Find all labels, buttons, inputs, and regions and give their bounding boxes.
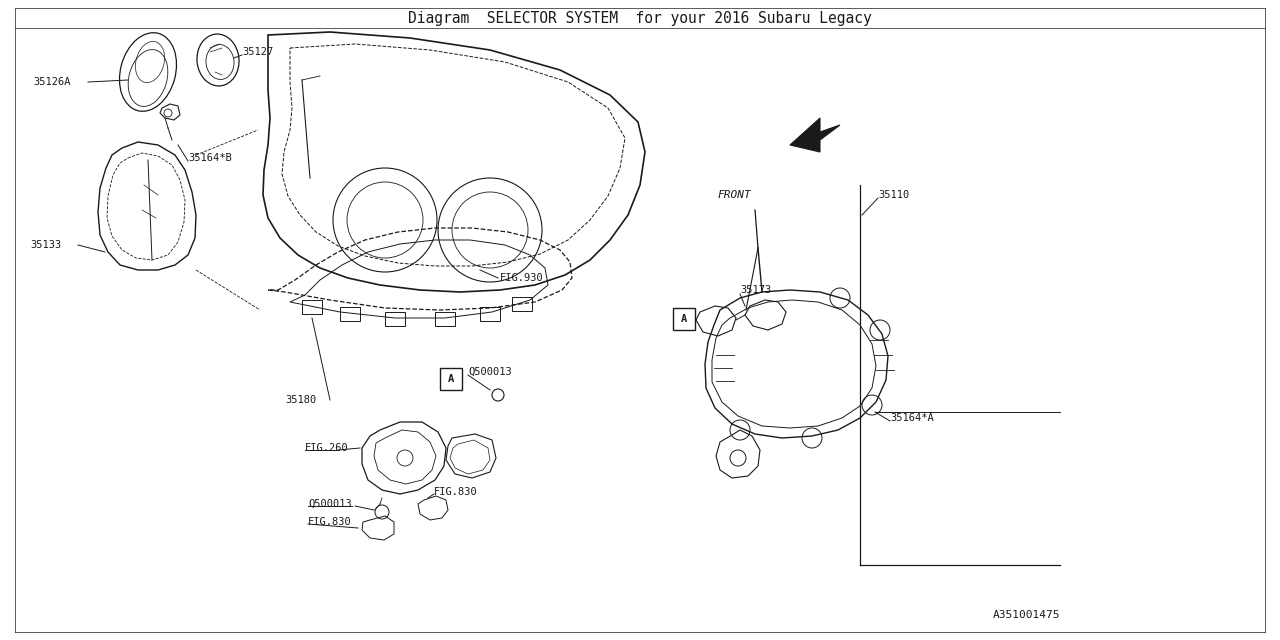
Text: Q500013: Q500013 [308,499,352,509]
Text: 35164*B: 35164*B [188,153,232,163]
Bar [673,308,695,330]
Text: Q500013: Q500013 [468,367,512,377]
Text: FIG.930: FIG.930 [500,273,544,283]
Text: FRONT: FRONT [718,190,751,200]
Text: 35126A: 35126A [33,77,70,87]
Text: A: A [681,314,687,324]
Text: A: A [448,374,454,384]
Bar [302,300,323,314]
Bar [512,297,532,311]
Bar [340,307,360,321]
Text: 35110: 35110 [878,190,909,200]
Bar [440,368,462,390]
Text: 35180: 35180 [285,395,316,405]
Text: FIG.260: FIG.260 [305,443,348,453]
Text: 35127: 35127 [242,47,273,57]
Bar [385,312,404,326]
Text: 35133: 35133 [29,240,61,250]
Text: 35173: 35173 [740,285,772,295]
Bar [480,307,500,321]
Text: 35164*A: 35164*A [890,413,933,423]
Polygon shape [790,118,840,152]
Text: Diagram  SELECTOR SYSTEM  for your 2016 Subaru Legacy: Diagram SELECTOR SYSTEM for your 2016 Su… [408,10,872,26]
Bar [435,312,454,326]
Text: A351001475: A351001475 [992,610,1060,620]
Text: FIG.830: FIG.830 [308,517,352,527]
Text: FIG.830: FIG.830 [434,487,477,497]
